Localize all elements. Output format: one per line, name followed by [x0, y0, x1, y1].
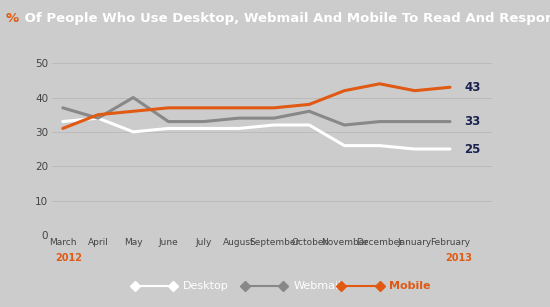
Text: 33: 33	[464, 115, 480, 128]
Text: 2013: 2013	[446, 253, 472, 263]
Text: %: %	[6, 12, 19, 25]
Text: 43: 43	[464, 81, 481, 94]
Text: Mobile: Mobile	[389, 281, 431, 291]
Text: 2012: 2012	[55, 253, 82, 263]
Text: 25: 25	[464, 142, 481, 156]
Text: Webmail: Webmail	[293, 281, 342, 291]
Text: Of People Who Use Desktop, Webmail And Mobile To Read And Respond To Their Email: Of People Who Use Desktop, Webmail And M…	[20, 12, 550, 25]
Text: Desktop: Desktop	[183, 281, 229, 291]
